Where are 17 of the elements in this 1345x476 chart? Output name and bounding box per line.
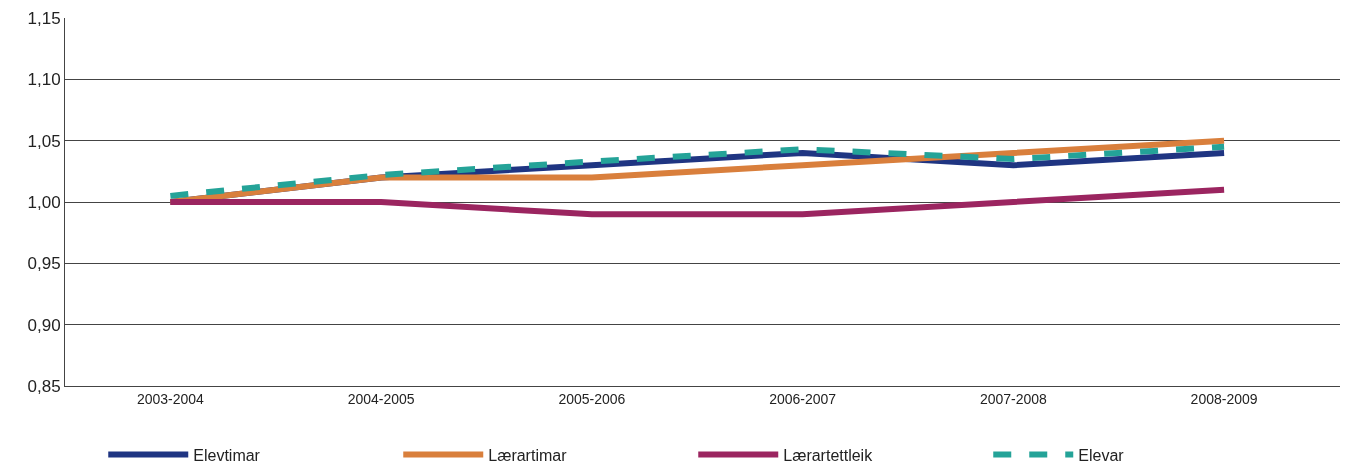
x-tick-label: 2006-2007 <box>769 390 837 407</box>
legend-label: Lærartimar <box>488 446 568 464</box>
y-tick-label: 1,10 <box>27 70 61 90</box>
x-tick-label: 2005-2006 <box>558 390 626 407</box>
legend-label: Elevar <box>1078 446 1125 464</box>
y-tick-label: 1,05 <box>27 131 61 151</box>
y-tick-label: 0,90 <box>27 315 61 335</box>
y-tick-label: 0,95 <box>27 254 61 274</box>
y-tick-label: 1,00 <box>27 192 61 212</box>
legend-label: Lærartettleik <box>783 446 874 464</box>
x-tick-label: 2003-2004 <box>136 390 205 407</box>
x-tick-label: 2007-2008 <box>979 390 1048 407</box>
x-tick-label: 2004-2005 <box>347 390 415 407</box>
x-tick-label: 2008-2009 <box>1190 390 1258 407</box>
y-tick-label: 1,15 <box>27 8 61 28</box>
legend-label: Elevtimar <box>193 446 261 464</box>
y-tick-label: 0,85 <box>27 376 61 396</box>
